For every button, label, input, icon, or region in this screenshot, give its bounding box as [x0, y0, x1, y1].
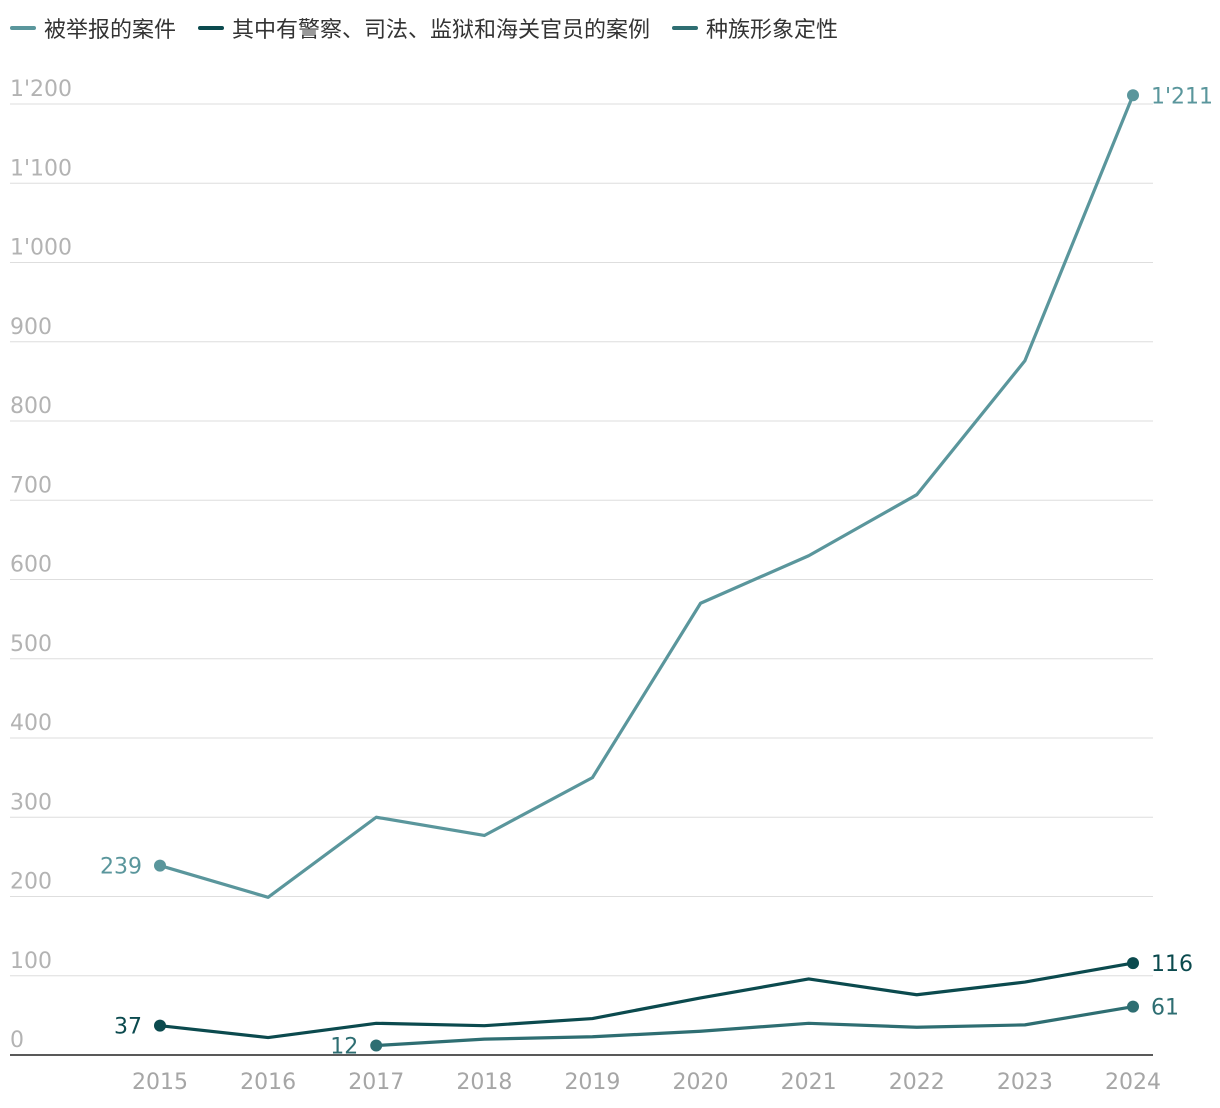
x-tick-label: 2021 — [781, 1070, 837, 1095]
y-tick-label: 300 — [10, 790, 52, 815]
series-start-marker — [154, 859, 166, 872]
legend: 被举报的案件 其中有警察、司法、监狱和海关官员的案例 种族形象定性 — [10, 12, 860, 44]
y-tick-label: 500 — [10, 632, 52, 657]
legend-swatch-officials-cases — [198, 26, 225, 30]
y-tick-label: 1'000 — [10, 236, 72, 261]
legend-item-racial-profiling: 种族形象定性 — [672, 12, 838, 44]
legend-swatch-reported-cases — [10, 26, 36, 30]
legend-label-reported-cases: 被举报的案件 — [44, 18, 177, 43]
x-tick-label: 2024 — [1105, 1070, 1161, 1095]
series-line — [158, 93, 1135, 899]
series-start-label: 12 — [330, 1034, 358, 1059]
legend-swatch-racial-profiling — [672, 26, 699, 30]
series-end-marker — [1127, 957, 1139, 970]
series-start-marker — [154, 1019, 166, 1032]
series-line — [158, 961, 1135, 1040]
series-end-label: 61 — [1151, 996, 1179, 1021]
y-tick-label: 900 — [10, 315, 52, 340]
series-start-label: 37 — [114, 1015, 142, 1040]
y-tick-label: 400 — [10, 711, 52, 736]
x-tick-label: 2018 — [456, 1070, 512, 1095]
series-end-marker — [1127, 89, 1139, 102]
legend-label-racial-profiling: 种族形象定性 — [706, 18, 839, 43]
series-end-label: 1'211 — [1151, 84, 1213, 109]
y-tick-label: 700 — [10, 473, 52, 498]
x-tick-label: 2015 — [132, 1070, 188, 1095]
x-tick-label: 2016 — [240, 1070, 296, 1095]
y-tick-label: 1'200 — [10, 77, 72, 102]
y-tick-label: 1'100 — [10, 156, 72, 181]
y-tick-label: 600 — [10, 553, 52, 578]
legend-item-reported-cases: 被举报的案件 — [10, 12, 176, 44]
x-tick-label: 2019 — [564, 1070, 620, 1095]
x-tick-label: 2020 — [673, 1070, 729, 1095]
y-tick-label: 200 — [10, 870, 52, 895]
legend-label-officials-cases: 其中有警察、司法、监狱和海关官员的案例 — [232, 18, 651, 43]
y-tick-labels: 0 100 200 300 400 500 600 700 800 900 1'000 1'100 1'… — [10, 77, 72, 1053]
series-end-label: 116 — [1151, 952, 1193, 977]
x-tick-label: 2017 — [348, 1070, 404, 1095]
x-tick-label: 2023 — [997, 1070, 1053, 1095]
y-tick-label: 800 — [10, 394, 52, 419]
series-layer — [154, 89, 1139, 1052]
x-tick-label: 2022 — [889, 1070, 945, 1095]
data-label-layer: 12 61 37 116 239 1'211 — [100, 84, 1213, 1059]
x-tick-labels: 2015 2016 2017 2018 2019 2020 2021 2022 2023 2024 — [132, 1070, 1161, 1095]
y-tick-label: 0 — [10, 1028, 24, 1053]
series-line — [374, 1005, 1135, 1048]
series-start-label: 239 — [100, 855, 142, 880]
series-end-marker — [1127, 1000, 1139, 1013]
y-tick-label: 100 — [10, 949, 52, 974]
grid-layer — [10, 103, 1153, 1056]
legend-item-officials-cases: 其中有警察、司法、监狱和海关官员的案例 — [198, 12, 650, 44]
series-start-marker — [370, 1039, 383, 1052]
